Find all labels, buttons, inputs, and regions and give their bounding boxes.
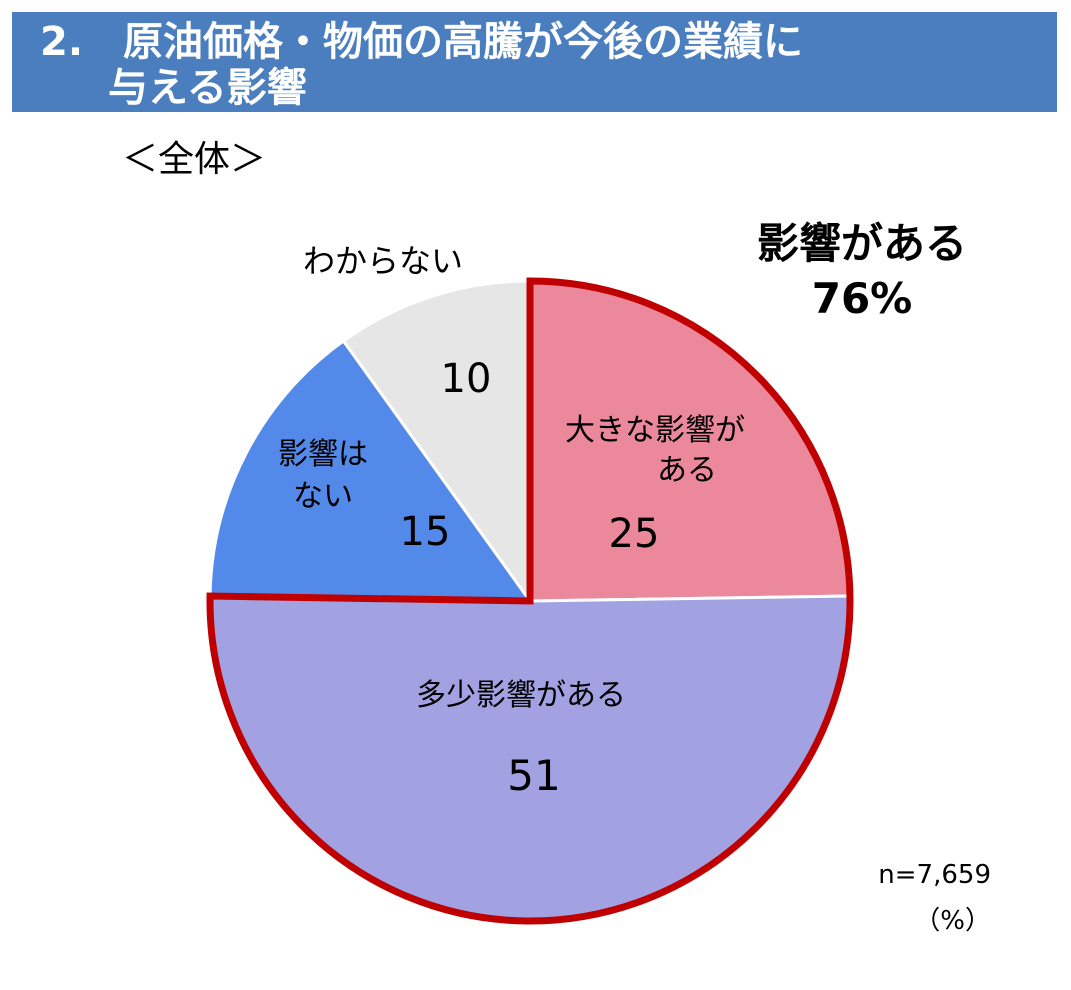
slice-value-label: 15 [400,509,451,555]
highlight-callout: 影響がある [757,219,967,268]
slice-label: ない [293,479,353,514]
slice-value-label: 25 [609,511,660,557]
slice-value-label: 51 [507,751,560,800]
title-line-2: 与える影響 [108,65,307,111]
highlight-outline [206,277,854,925]
subtitle: ＜全体＞ [122,139,267,180]
slice-label: 大きな影響が [565,413,745,448]
slice-value-label: 10 [441,356,492,402]
title-banner: 2. 原油価格・物価の高騰が今後の業績に 与える影響 [12,12,1057,112]
slice-outside-label: わからない [303,242,463,280]
sample-size-note: n=7,659 [878,860,991,890]
title-line-1: 2. 原油価格・物価の高騰が今後の業績に [40,19,804,65]
pie-slice [208,338,533,603]
slice-label: ある [657,453,717,488]
slice-label: 多少影響がある [416,678,626,713]
highlight-callout: 76% [812,274,913,323]
pie-slice [341,279,532,606]
unit-note: （%） [914,906,991,936]
slice-label: 影響は [278,437,368,472]
